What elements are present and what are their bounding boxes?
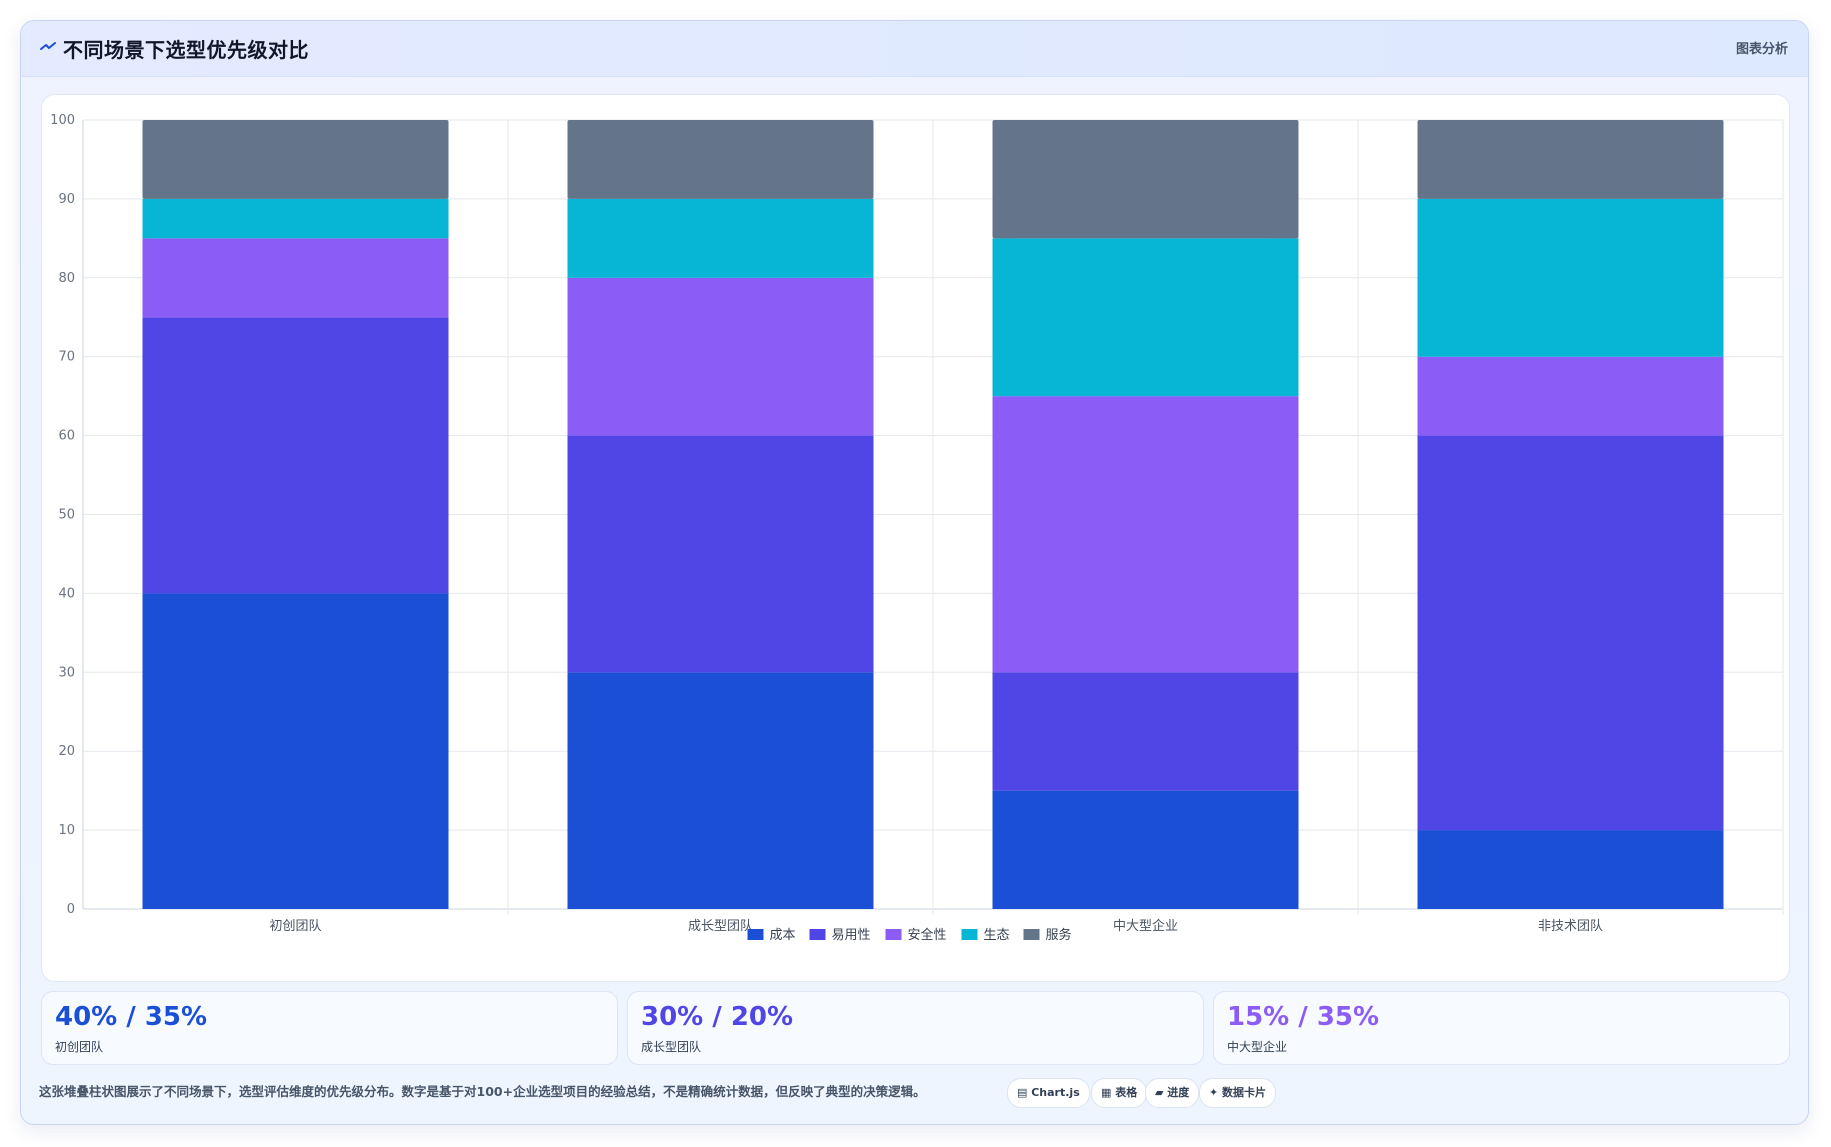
bar-segment: [992, 120, 1299, 239]
y-tick-label: 30: [58, 665, 75, 680]
panel-header: 不同场景下选型优先级对比 图表分析: [21, 21, 1808, 77]
chip-data-card[interactable]: ✦ 数据卡片: [1199, 1078, 1277, 1108]
x-category-label: 中大型企业: [1113, 918, 1178, 934]
y-tick-label: 60: [58, 429, 75, 444]
bar-segment: [567, 435, 874, 673]
bar-segment: [1417, 198, 1724, 357]
chip-label: 数据卡片: [1222, 1086, 1267, 1099]
chip-label: 进度: [1167, 1086, 1190, 1099]
stat-card: 15% / 35% 中大型企业: [1213, 991, 1790, 1065]
bar-segment: [1417, 356, 1724, 436]
stats-row: 40% / 35% 初创团队 30% / 20% 成长型团队 15% / 35%…: [41, 991, 1790, 1065]
page-title: 不同场景下选型优先级对比: [63, 38, 309, 62]
stat-card: 30% / 20% 成长型团队: [627, 991, 1204, 1065]
bar-segment: [992, 790, 1299, 909]
bar-segment: [567, 198, 874, 278]
stat-value: 15% / 35%: [1227, 1002, 1380, 1032]
y-tick-label: 70: [58, 350, 75, 365]
chip-progress[interactable]: ▰ 进度: [1145, 1078, 1200, 1108]
stacked-bar-chart: 0 10 20 30 40 50 60 70 80 90 100 初创团队 成长型团队 中大型企业 非技术团…: [50, 113, 1784, 943]
stat-label: 初创团队: [55, 1040, 104, 1054]
bar-segment: [992, 396, 1299, 673]
x-category-label: 非技术团队: [1538, 919, 1603, 934]
legend-label: 生态: [984, 928, 1010, 943]
stat-label: 成长型团队: [641, 1040, 702, 1054]
chart-panel: 不同场景下选型优先级对比 图表分析 0 10 20 30 40 50 60 70 80 90 100…: [20, 20, 1809, 1125]
bar-segment: [1417, 830, 1724, 909]
legend-swatch: [961, 929, 978, 940]
y-tick-label: 40: [58, 586, 75, 601]
progress-icon: ▰: [1155, 1086, 1168, 1099]
legend-label: 安全性: [908, 927, 947, 943]
bar-segment: [567, 277, 874, 436]
legend-label: 服务: [1046, 927, 1072, 943]
bar-segment: [142, 198, 449, 239]
trend-line-icon: [40, 42, 56, 50]
stat-value: 40% / 35%: [55, 1002, 208, 1032]
legend-label: 成本: [770, 928, 796, 943]
chip-table[interactable]: ▦ 表格: [1091, 1078, 1148, 1108]
bar-segment: [567, 120, 874, 199]
y-tick-label: 0: [67, 902, 75, 917]
stat-label: 中大型企业: [1227, 1040, 1288, 1054]
chart-icon: ▤: [1017, 1086, 1032, 1099]
legend-swatch: [809, 929, 826, 940]
y-tick-label: 10: [58, 823, 75, 838]
legend-swatch: [1023, 929, 1040, 940]
y-tick-label: 50: [58, 508, 75, 523]
chip-label: Chart.js: [1031, 1086, 1080, 1099]
sparkle-icon: ✦: [1209, 1086, 1223, 1099]
bar-segment: [142, 120, 449, 199]
y-tick-label: 20: [58, 744, 75, 759]
x-category-label: 初创团队: [269, 919, 321, 934]
bar-segment: [142, 317, 449, 594]
stat-card: 40% / 35% 初创团队: [41, 991, 618, 1065]
bar-segment: [567, 672, 874, 909]
bar-segment: [142, 238, 449, 318]
chart-card: 0 10 20 30 40 50 60 70 80 90 100 初创团队 成长型团队 中大型企业 非技术团…: [41, 94, 1790, 982]
bar-segment: [1417, 120, 1724, 199]
chip-chartjs[interactable]: ▤ Chart.js: [1007, 1078, 1090, 1108]
chip-label: 表格: [1115, 1086, 1138, 1099]
x-category-label: 成长型团队: [688, 919, 753, 934]
chart-analysis-label: 图表分析: [1735, 42, 1788, 57]
y-tick-label: 90: [58, 192, 75, 207]
legend-label: 易用性: [832, 928, 871, 943]
bar-segment: [992, 238, 1299, 397]
legend-swatch: [747, 929, 764, 940]
bar-segment: [992, 672, 1299, 791]
bar-segment: [142, 593, 449, 909]
legend-swatch: [885, 929, 902, 940]
y-tick-label: 100: [50, 113, 75, 128]
stat-value: 30% / 20%: [641, 1002, 794, 1032]
bar-segment: [1417, 435, 1724, 831]
y-tick-label: 80: [58, 271, 75, 286]
footer-note: 这张堆叠柱状图展示了不同场景下，选型评估维度的优先级分布。数字是基于对100+企…: [39, 1084, 926, 1099]
table-icon: ▦: [1101, 1086, 1116, 1099]
